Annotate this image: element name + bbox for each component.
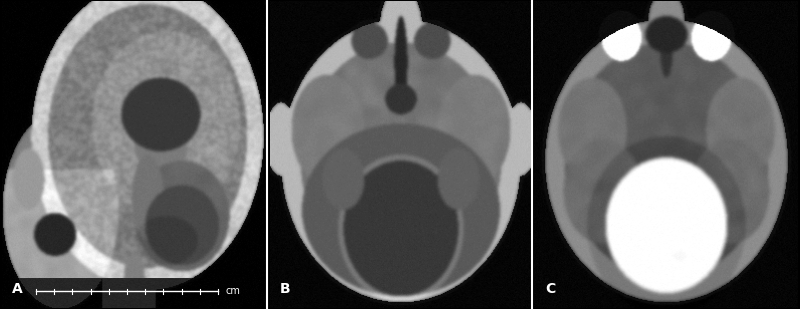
Text: B: B xyxy=(280,282,290,296)
Text: A: A xyxy=(12,282,23,296)
Text: C: C xyxy=(545,282,555,296)
Text: cm: cm xyxy=(226,286,241,296)
